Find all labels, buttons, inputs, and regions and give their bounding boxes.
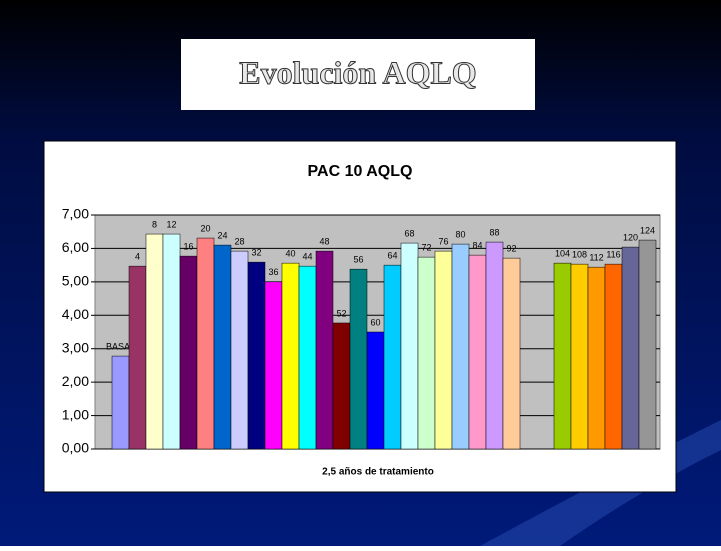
bar-label: 120 (623, 232, 638, 242)
bar-label: 12 (166, 219, 176, 229)
bar-label: 64 (387, 251, 397, 261)
bar-label: 68 (404, 228, 414, 238)
title-box (181, 39, 535, 110)
bar-label: 56 (353, 255, 363, 265)
bar-label: 44 (302, 252, 312, 262)
bar (213, 244, 232, 450)
bar (417, 256, 436, 450)
bar (264, 281, 283, 450)
bar (485, 241, 504, 450)
bar (366, 331, 385, 450)
bar (468, 254, 487, 450)
bar-label: 20 (200, 223, 210, 233)
bar (298, 265, 317, 450)
y-tick-label: 1,00 (62, 406, 89, 422)
bar (553, 262, 572, 450)
chart-title: PAC 10 AQLQ (308, 163, 413, 180)
y-tick-label: 7,00 (62, 206, 89, 222)
bar (247, 261, 266, 450)
bar (111, 355, 130, 450)
bar-label: 92 (506, 243, 516, 253)
slide-title: Evolución AQLQ (239, 54, 476, 90)
bar-label: 40 (285, 249, 295, 259)
bar (502, 257, 521, 450)
y-tick-label: 4,00 (62, 306, 89, 322)
bar (315, 250, 334, 450)
bar (179, 255, 198, 450)
bar (128, 265, 147, 450)
bar-label: 76 (438, 236, 448, 246)
bar (281, 262, 300, 450)
bar-label: 60 (370, 317, 380, 327)
bar-label: 36 (268, 267, 278, 277)
bar-label: 108 (572, 250, 587, 260)
bar (400, 242, 419, 450)
bar-label: 88 (489, 227, 499, 237)
bar (604, 263, 623, 450)
bar (638, 239, 657, 450)
bar (162, 233, 181, 450)
y-tick-label: 5,00 (62, 273, 89, 289)
bar-label: 112 (589, 253, 603, 263)
bar (196, 237, 215, 450)
bar-label: 8 (152, 219, 157, 229)
bar (230, 250, 249, 450)
bar-label: 28 (234, 236, 244, 246)
bar-label: 80 (455, 229, 465, 239)
bar-label: 116 (606, 250, 620, 260)
bar (434, 250, 453, 450)
bar-label: 124 (640, 225, 655, 235)
bar-label: 84 (472, 240, 482, 250)
bar (451, 243, 470, 450)
y-tick-label: 3,00 (62, 339, 89, 355)
y-tick-label: 2,00 (62, 373, 89, 389)
bar (570, 263, 589, 450)
bar-label: 52 (336, 308, 346, 318)
bar (349, 268, 368, 450)
y-tick-label: 0,00 (62, 440, 89, 456)
bar-label: 48 (319, 236, 329, 246)
bar (587, 266, 606, 450)
bar-label: 16 (183, 241, 193, 251)
bar-label: 4 (135, 252, 140, 262)
bar-label: 32 (251, 248, 261, 258)
y-tick-label: 6,00 (62, 239, 89, 255)
bar-label: 72 (421, 242, 431, 252)
bar (145, 233, 164, 450)
bar (332, 322, 351, 450)
bar (621, 246, 640, 450)
bar-label: 104 (555, 249, 570, 259)
bar-label: BASAL (106, 341, 135, 351)
bar (383, 264, 402, 450)
x-axis-label: 2,5 años de tratamiento (322, 467, 434, 478)
bar-label: 24 (217, 230, 227, 240)
